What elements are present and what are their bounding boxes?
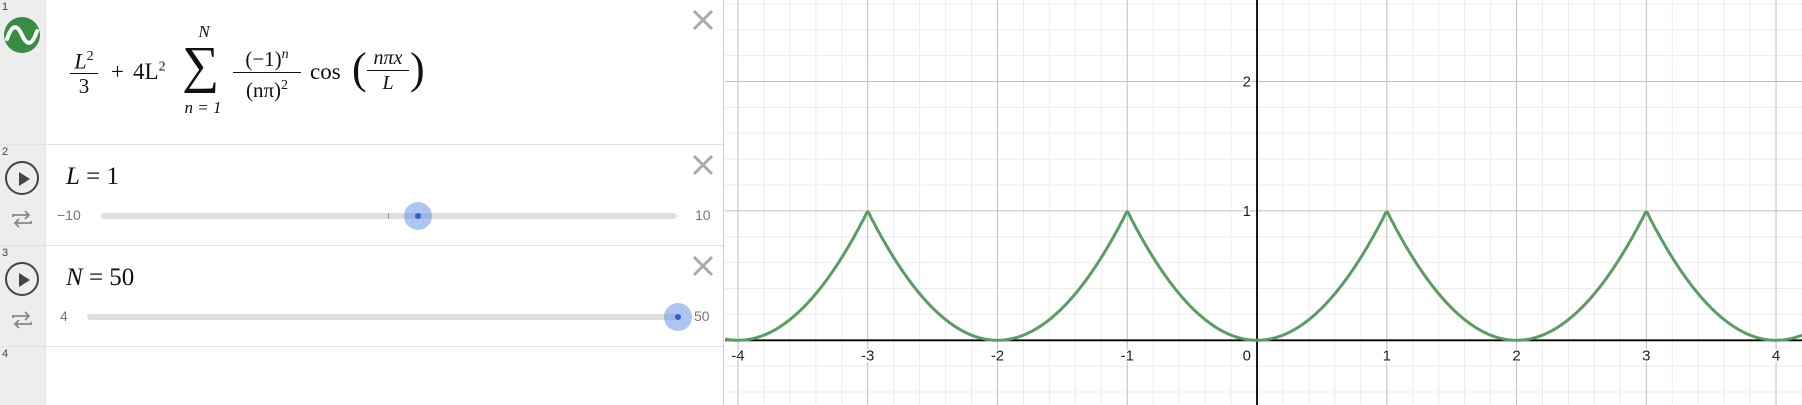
- variable-name: L: [66, 163, 80, 190]
- variable-name: N: [66, 264, 83, 291]
- slider-handle[interactable]: [664, 303, 692, 331]
- x-tick-label: 4: [1772, 347, 1780, 364]
- delete-expression-button[interactable]: [691, 8, 715, 32]
- coefficient-text: 4L: [133, 59, 159, 84]
- open-paren: (: [352, 44, 367, 93]
- play-slider-button[interactable]: [5, 262, 39, 296]
- fourier-series-curve: [725, 210, 1802, 342]
- expression-list: 1 L2 3 + 4L2 N ∑ n = 1 (−1)n (nπ)2: [0, 0, 724, 405]
- loop-icon[interactable]: [10, 310, 34, 330]
- x-tick-label: 3: [1642, 347, 1650, 364]
- close-icon: [692, 255, 714, 277]
- exponent: 2: [281, 78, 289, 93]
- delete-expression-button[interactable]: [691, 254, 715, 278]
- denominator: L: [382, 72, 394, 94]
- denominator: (nπ): [245, 78, 282, 102]
- curve-layer: [725, 210, 1802, 342]
- row-number: 3: [2, 247, 9, 259]
- fraction-l-squared-over-3: L2 3: [70, 45, 98, 98]
- slider-max-label[interactable]: 50: [694, 308, 710, 324]
- slider-handle-dot: [675, 314, 681, 320]
- desmos-logo-icon: [4, 17, 40, 53]
- y-tick-label: 2: [1243, 74, 1251, 91]
- minor-grid: [725, 0, 1802, 405]
- close-icon: [692, 154, 714, 176]
- new-expression-input[interactable]: [46, 347, 723, 405]
- close-paren: ): [410, 44, 425, 93]
- expression-gutter: 1: [0, 0, 46, 144]
- sum-lower-limit: n = 1: [184, 98, 222, 117]
- loop-icon[interactable]: [10, 209, 34, 229]
- x-tick-label: 2: [1512, 347, 1520, 364]
- x-tick-label: 1: [1383, 347, 1391, 364]
- x-tick-label: 0: [1243, 347, 1251, 364]
- exponent: 2: [86, 49, 94, 64]
- coefficient: 4L2: [133, 59, 166, 85]
- x-tick-label: -4: [731, 347, 744, 364]
- expression-gutter: 4: [0, 347, 46, 405]
- slider-handle-dot: [414, 213, 421, 219]
- x-tick-label: -1: [1121, 347, 1134, 364]
- graph-canvas[interactable]: -4 -3 -2 -1 0 1 2 3 4 1 2: [725, 0, 1802, 405]
- formula[interactable]: L2 3 + 4L2 N ∑ n = 1 (−1)n (nπ)2 cos ( n…: [70, 22, 570, 124]
- denominator: 3: [78, 74, 90, 99]
- exponent: n: [281, 47, 289, 62]
- variable-value: 1: [106, 163, 120, 190]
- slider-track[interactable]: [101, 213, 677, 219]
- expression-gutter: 3: [0, 246, 46, 346]
- x-tick-label: -3: [861, 347, 874, 364]
- x-tick-label: -2: [991, 347, 1004, 364]
- expression-row-4[interactable]: 4: [0, 347, 723, 405]
- expression-row-3[interactable]: 3 N = 50 4 50: [0, 246, 723, 347]
- expression-row-2[interactable]: 2 L = 1 −10 10: [0, 145, 723, 246]
- equals-sign: =: [88, 264, 104, 291]
- slider-assignment[interactable]: N = 50: [66, 264, 134, 292]
- variable-value: 50: [109, 264, 135, 291]
- row-number: 4: [2, 348, 9, 360]
- delete-expression-button[interactable]: [691, 153, 715, 177]
- slider-min-label[interactable]: 4: [60, 308, 68, 324]
- tick-labels: -4 -3 -2 -1 0 1 2 3 4 1 2: [730, 72, 1782, 366]
- coefficient-exponent: 2: [158, 59, 166, 75]
- slider-track[interactable]: [87, 314, 678, 320]
- row-number: 1: [2, 1, 9, 13]
- plus-sign: +: [111, 59, 124, 84]
- axes: [725, 0, 1802, 405]
- slider-handle[interactable]: [403, 202, 432, 230]
- slider-assignment[interactable]: L = 1: [66, 163, 119, 191]
- slider-min-label[interactable]: −10: [57, 207, 81, 223]
- play-slider-button[interactable]: [5, 161, 39, 195]
- slider-zero-tick: [388, 213, 389, 219]
- sum-upper-limit: N: [198, 22, 210, 41]
- expression-gutter: 2: [0, 145, 46, 245]
- major-grid: [725, 0, 1802, 405]
- fraction-cos-argument: nπx L: [367, 47, 409, 95]
- y-tick-label: 1: [1243, 203, 1251, 220]
- row-number: 2: [2, 146, 9, 158]
- fraction-minus-one-power: (−1)n (nπ)2: [233, 42, 301, 103]
- cos-function: cos: [310, 59, 341, 84]
- close-icon: [692, 9, 714, 31]
- slider-max-label[interactable]: 10: [695, 207, 711, 223]
- expression-row-1[interactable]: 1 L2 3 + 4L2 N ∑ n = 1 (−1)n (nπ)2: [0, 0, 723, 145]
- numerator: nπx: [373, 47, 403, 69]
- sigma-symbol: ∑: [182, 37, 220, 94]
- numerator: (−1): [245, 47, 282, 71]
- numerator: L: [74, 48, 87, 74]
- equals-sign: =: [86, 163, 101, 190]
